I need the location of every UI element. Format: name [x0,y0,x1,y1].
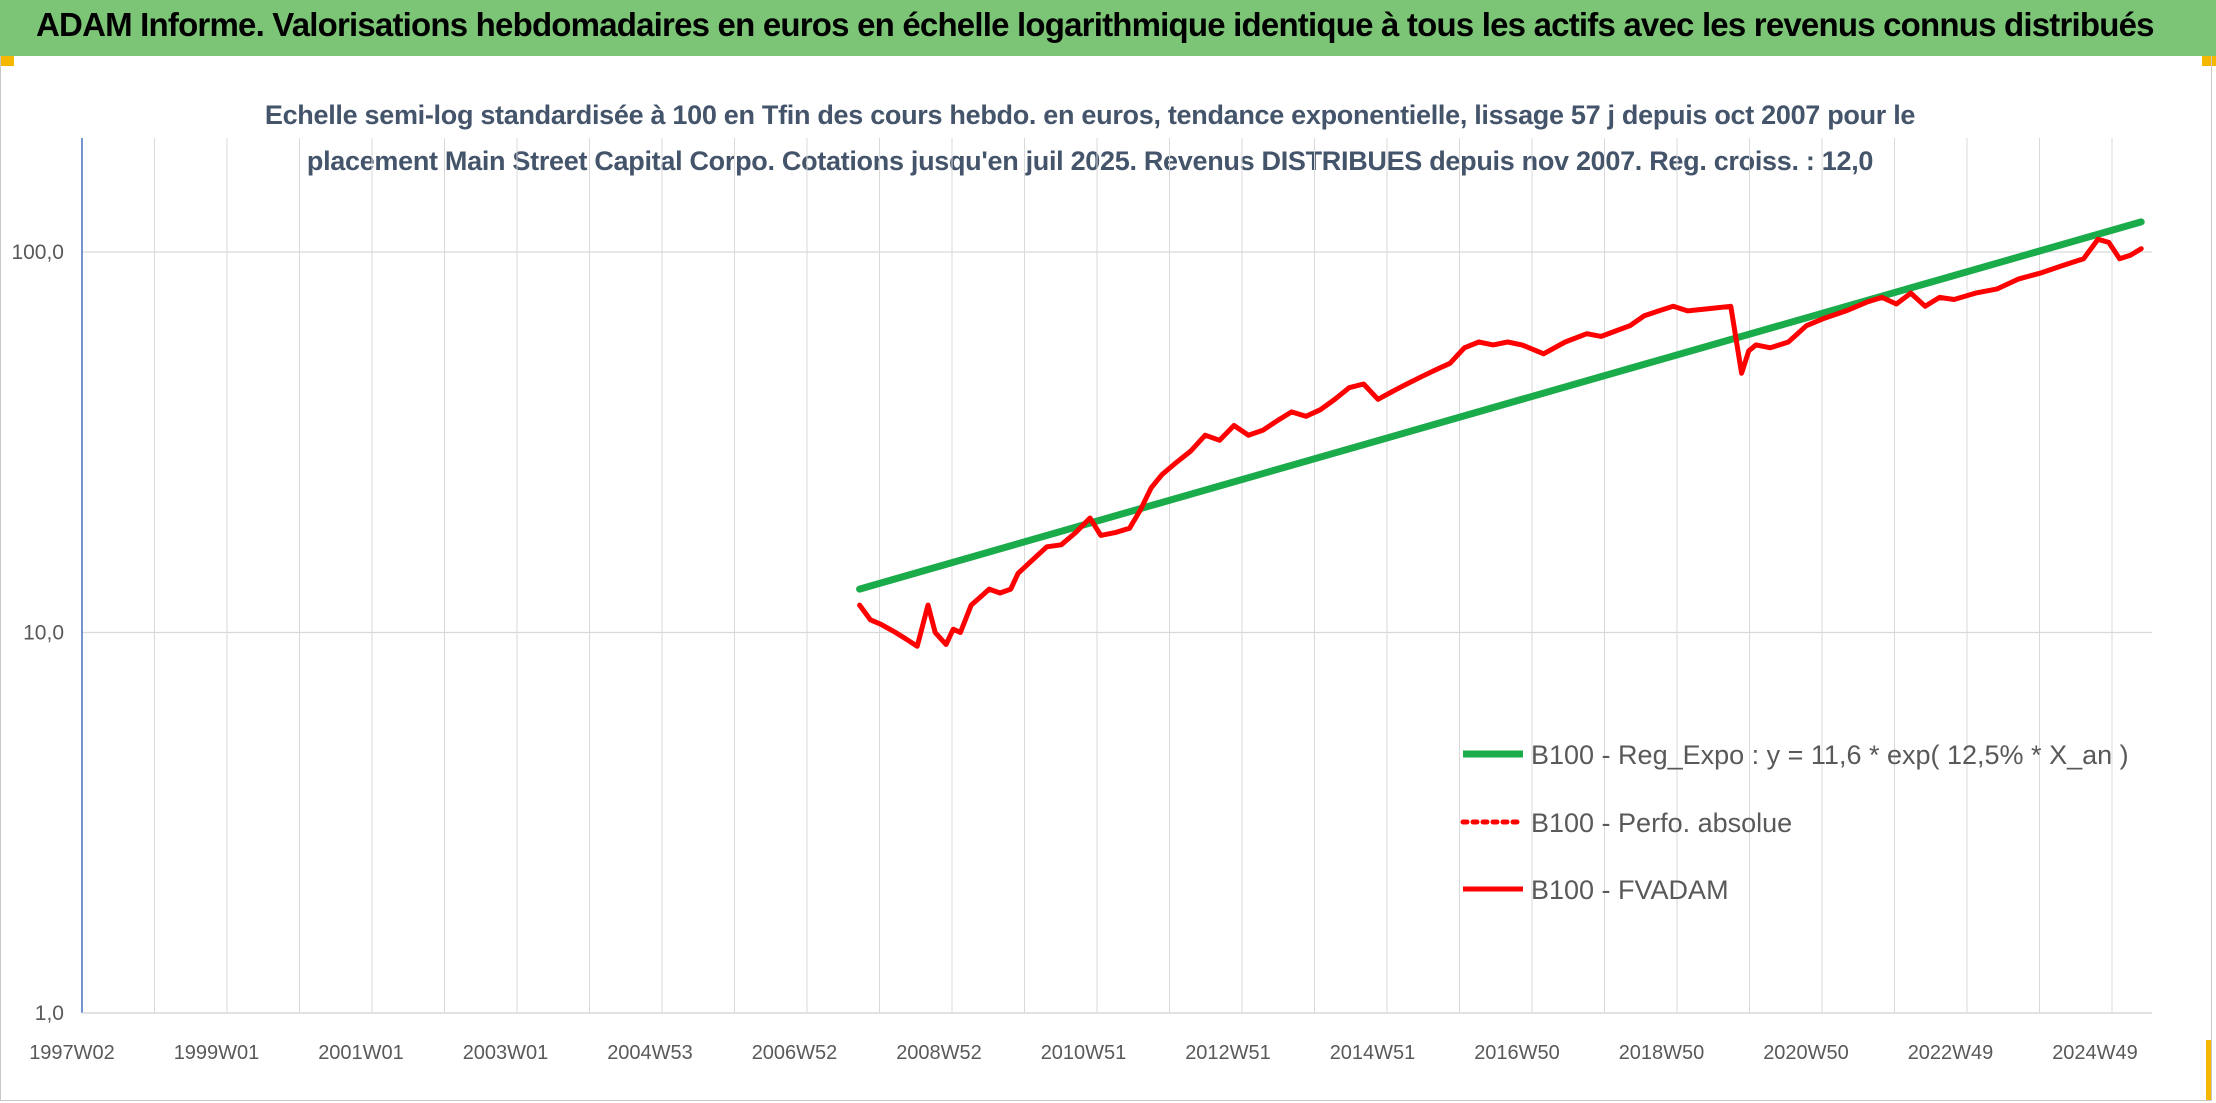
y-tick-label: 10,0 [23,622,64,645]
x-tick-label: 2010W51 [1041,1042,1127,1064]
x-tick-label: 2008W52 [896,1042,982,1064]
y-tick-label: 1,0 [35,1002,64,1025]
legend: B100 - Reg_Expo : y = 11,6 * exp( 12,5% … [1460,740,2129,905]
corner-marker-top-right [2202,56,2216,66]
x-tick-label: 2020W50 [1763,1042,1849,1064]
chart-title-line-2: placement Main Street Capital Corpo. Cot… [306,146,1874,176]
legend-label: B100 - Reg_Expo : y = 11,6 * exp( 12,5% … [1531,740,2129,770]
x-tick-label: 2001W01 [318,1042,404,1064]
legend-label: B100 - Perfo. absolue [1531,808,1792,838]
series-layer [856,218,2145,649]
legend-label: B100 - FVADAM [1531,875,1729,905]
regression-line [856,218,2145,593]
y-axis-ticks: 1,0 10,0 100,0 [11,241,64,1025]
chart-title: Echelle semi-log standardisée à 100 en T… [250,92,1930,184]
x-tick-label: 2014W51 [1330,1042,1416,1064]
chart-frame [0,56,2212,1101]
fvadam-line [857,236,2144,649]
x-tick-label: 2018W50 [1619,1042,1705,1064]
x-tick-label: 2016W50 [1474,1042,1560,1064]
x-tick-label: 2012W51 [1185,1042,1271,1064]
x-axis-ticks: 1997W02 1999W01 2001W01 2003W01 2004W53 2006W… [29,1042,2138,1064]
x-tick-label: 1999W01 [174,1042,260,1064]
y-tick-label: 100,0 [11,241,64,264]
x-tick-label: 2006W52 [752,1042,838,1064]
x-tick-label: 2004W53 [607,1042,693,1064]
report-banner: ADAM Informe. Valorisations hebdomadaire… [0,0,2216,56]
grid-lines [82,138,2152,1013]
x-tick-label: 2022W49 [1908,1042,1994,1064]
corner-marker-bottom-right [2206,1040,2212,1100]
x-tick-label: 2024W49 [2052,1042,2138,1064]
corner-marker-top-left [0,56,14,66]
chart-title-line-1: Echelle semi-log standardisée à 100 en T… [264,100,1916,130]
x-tick-label: 1997W02 [29,1042,115,1064]
report-title: ADAM Informe. Valorisations hebdomadaire… [36,6,2155,43]
x-tick-label: 2003W01 [463,1042,549,1064]
